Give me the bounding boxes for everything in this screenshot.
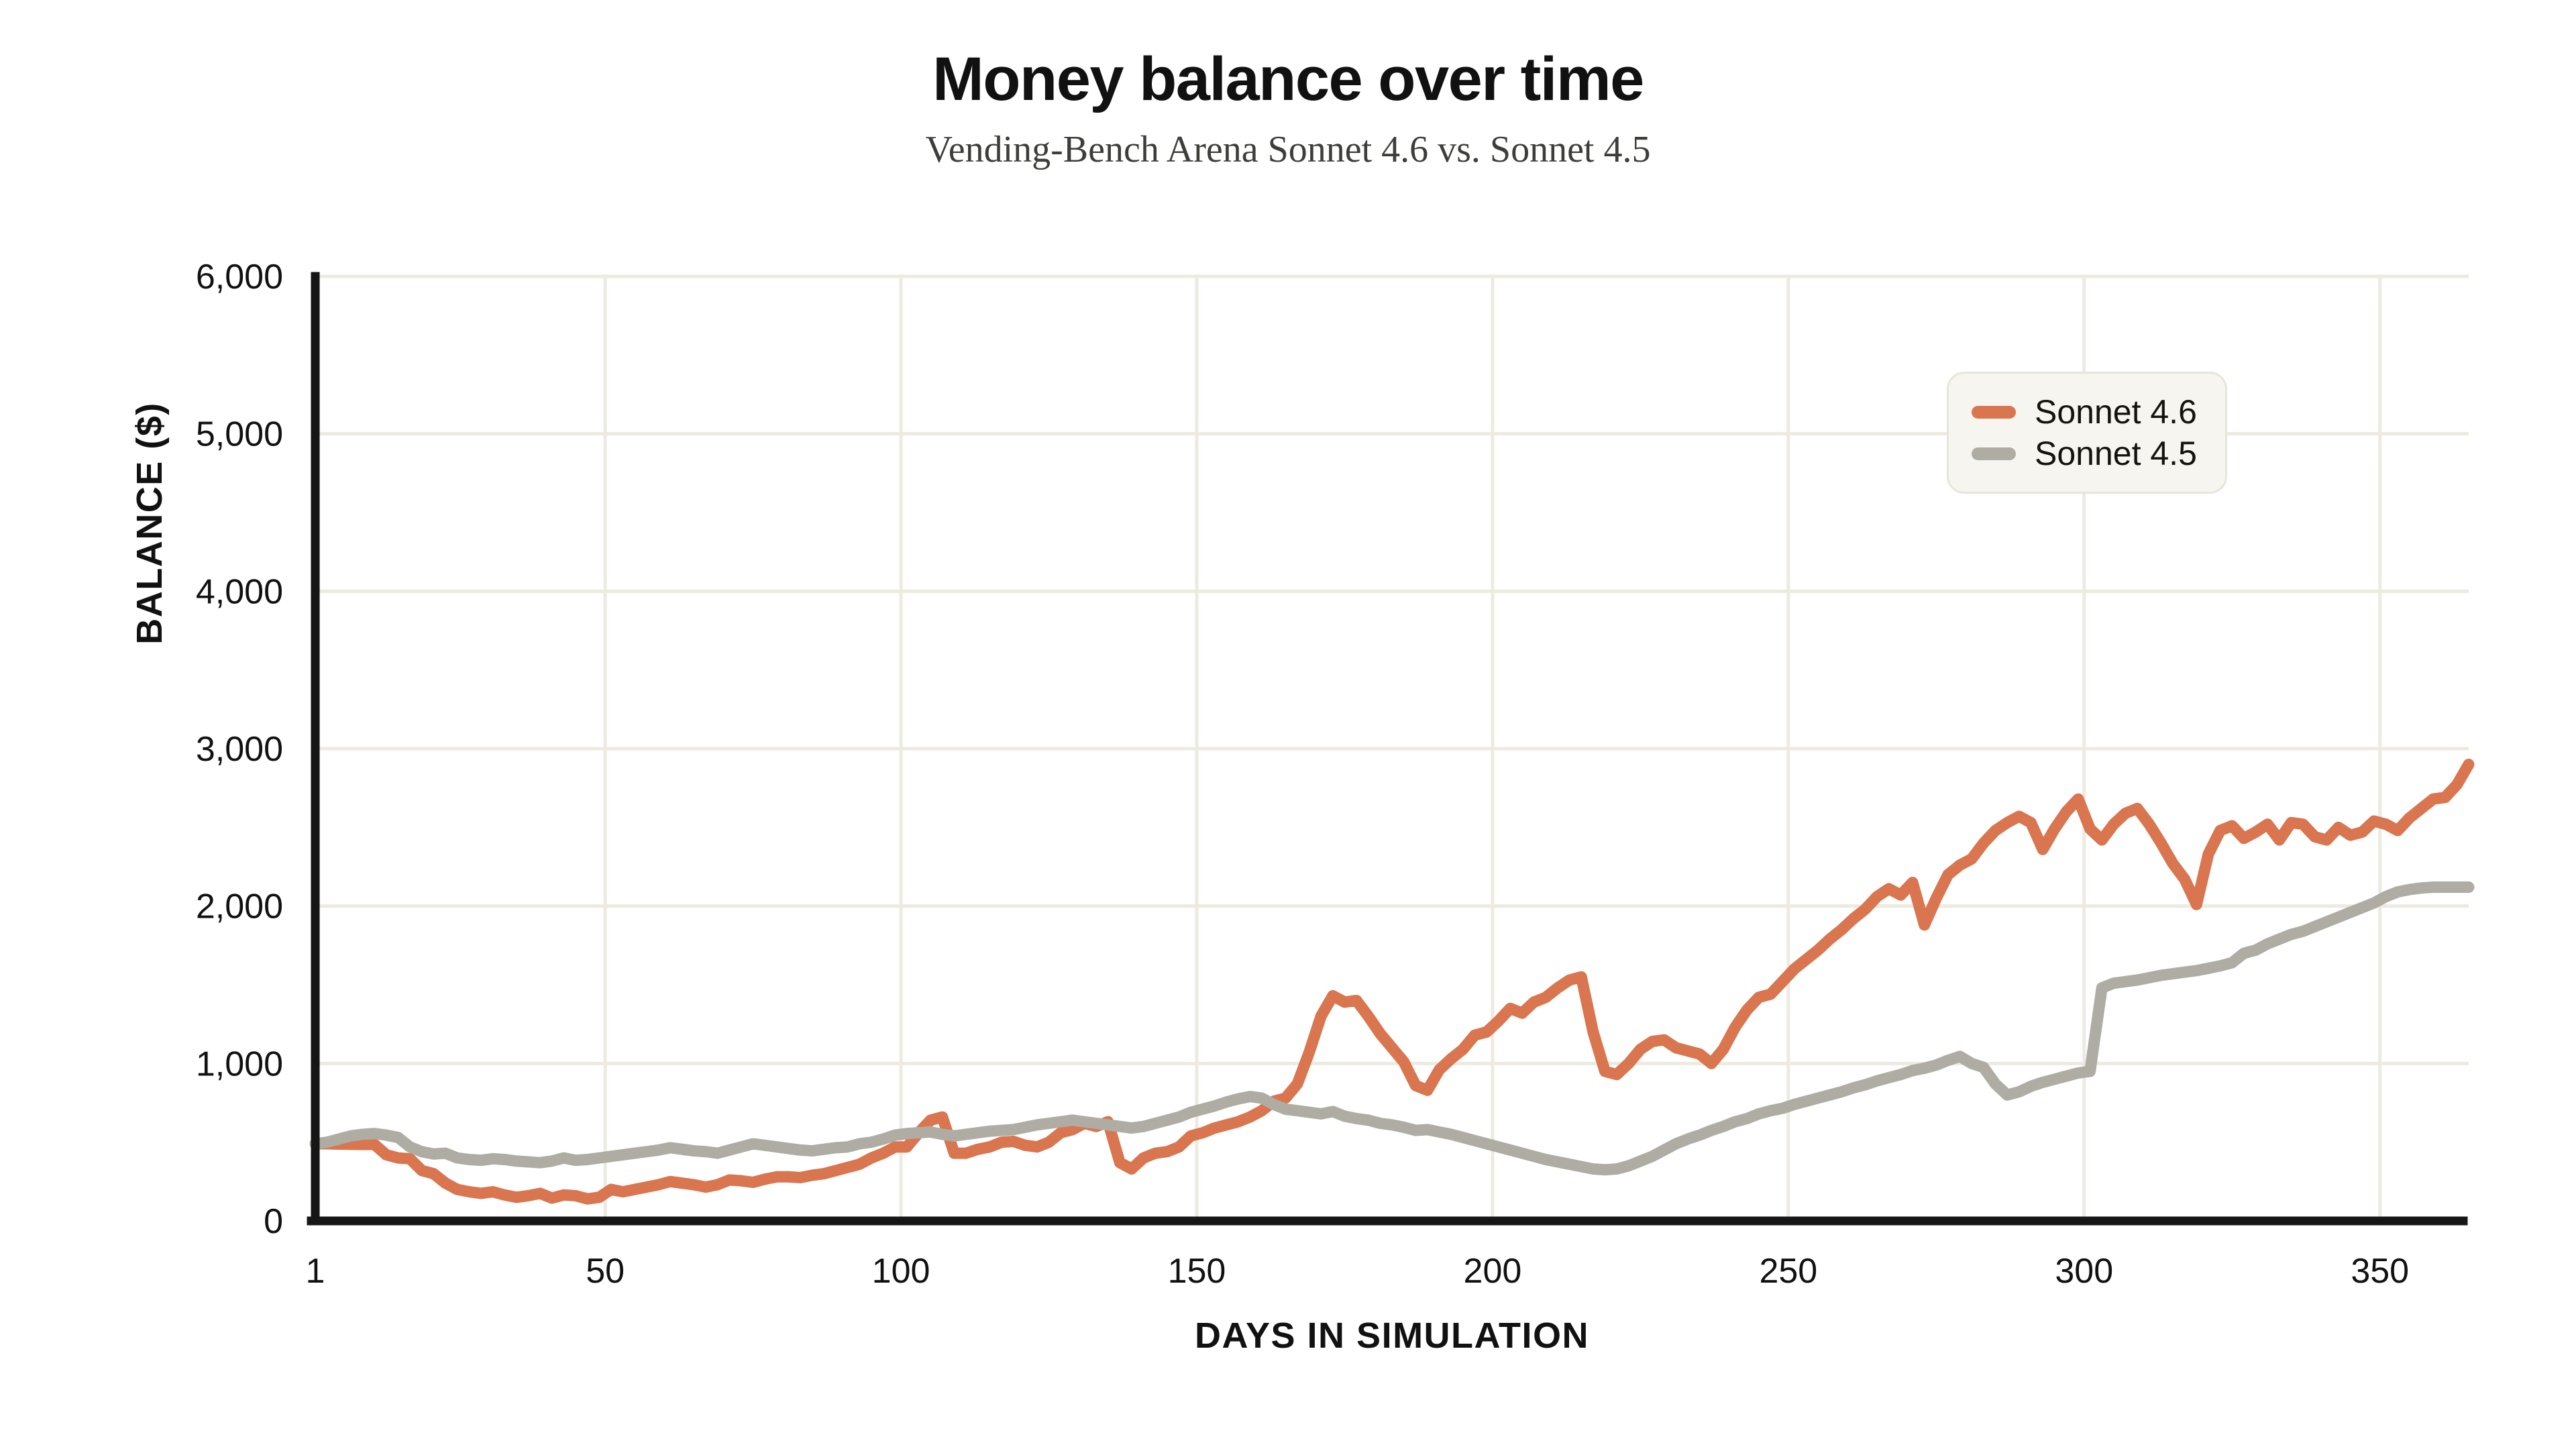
legend-label-sonnet-46: Sonnet 4.6 [2035, 393, 2197, 431]
svg-text:3,000: 3,000 [196, 730, 283, 769]
svg-text:200: 200 [1464, 1252, 1522, 1291]
svg-text:350: 350 [2351, 1252, 2409, 1291]
y-tick-labels: 0 1,000 2,000 3,000 4,000 5,000 6,000 [196, 258, 283, 1241]
legend-label-sonnet-45: Sonnet 4.5 [2035, 435, 2197, 472]
grid-lines [315, 274, 2469, 1221]
svg-text:150: 150 [1168, 1252, 1226, 1291]
page-title: Money balance over time [932, 45, 1644, 113]
legend-item-sonnet-46[interactable]: Sonnet 4.6 [1972, 391, 2197, 433]
svg-text:0: 0 [264, 1202, 283, 1241]
title-block: Money balance over time Vending-Bench Ar… [0, 47, 2576, 170]
x-tick-labels: 1 50 100 150 200 250 300 350 [306, 1252, 2410, 1291]
x-axis-title: DAYS IN SIMULATION [1194, 1316, 1590, 1356]
legend-swatch-sonnet-45 [1972, 447, 2016, 460]
svg-text:1: 1 [306, 1252, 325, 1291]
svg-text:6,000: 6,000 [196, 258, 283, 297]
svg-text:5,000: 5,000 [196, 415, 283, 454]
axis-lines [307, 272, 2468, 1226]
svg-text:1,000: 1,000 [196, 1044, 283, 1083]
y-axis-title: BALANCE ($) [129, 402, 170, 645]
legend-swatch-sonnet-46 [1972, 405, 2016, 419]
chart-subtitle: Vending-Bench Arena Sonnet 4.6 vs. Sonne… [925, 128, 1651, 170]
series-lines [309, 758, 2475, 1205]
svg-text:50: 50 [586, 1252, 625, 1291]
svg-text:2,000: 2,000 [196, 888, 283, 926]
svg-text:100: 100 [872, 1252, 930, 1291]
chart-legend: Sonnet 4.6 Sonnet 4.5 [1947, 372, 2227, 494]
legend-item-sonnet-45[interactable]: Sonnet 4.5 [1972, 433, 2197, 474]
svg-text:250: 250 [1759, 1252, 1817, 1291]
svg-text:300: 300 [2055, 1252, 2113, 1291]
svg-text:4,000: 4,000 [196, 572, 283, 611]
